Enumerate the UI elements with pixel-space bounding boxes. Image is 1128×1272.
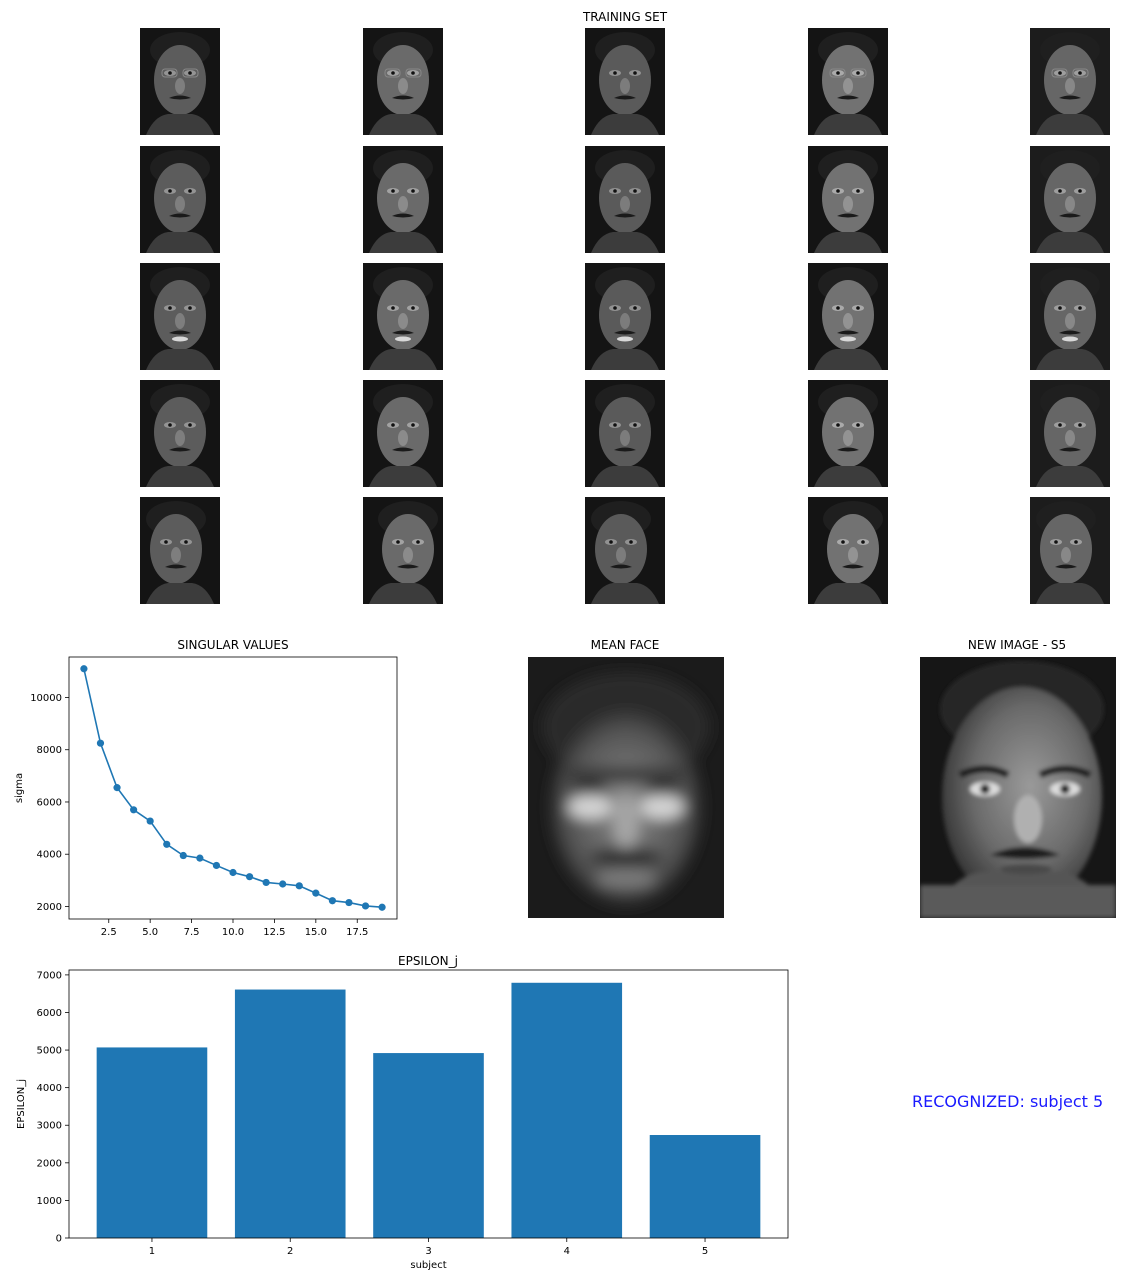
sigma-point: [80, 665, 88, 673]
training-face-image: [585, 263, 665, 370]
training-face-image: [363, 263, 443, 370]
epsilon-bar: [234, 989, 346, 1238]
y-tick-label: 6000: [37, 797, 62, 808]
training-face-image: [140, 28, 220, 135]
x-tick-label: 2.5: [101, 927, 117, 938]
training-face-image: [1030, 28, 1110, 135]
training-face-image: [808, 263, 888, 370]
y-tick-label: 4000: [37, 1083, 62, 1094]
sigma-point: [345, 898, 353, 907]
sigma-point: [130, 806, 138, 814]
x-tick-label: 4: [564, 1246, 570, 1257]
y-tick-label: 5000: [37, 1046, 62, 1057]
y-axis-label: sigma: [14, 773, 25, 803]
training-face-image: [140, 146, 220, 253]
new-image-photo: [920, 657, 1116, 918]
training-face-image: [363, 146, 443, 253]
y-tick-label: 0: [56, 1234, 62, 1245]
sigma-point: [96, 739, 105, 747]
training-face-image: [1030, 146, 1110, 253]
x-tick-label: 1: [149, 1246, 155, 1257]
sigma-point: [378, 903, 386, 911]
training-face-image: [363, 497, 443, 604]
training-face-image: [808, 146, 888, 253]
training-face-image: [1030, 380, 1110, 487]
epsilon-chart: 0 1000 2000 3000 4000 5000 6000 7000 1 2 3 4 5 subjec…: [16, 969, 789, 1270]
training-face-image: [585, 146, 665, 253]
epsilon-bar: [373, 1053, 484, 1238]
y-tick-label: 2000: [37, 902, 62, 913]
sigma-point: [328, 897, 336, 905]
training-face-image: [585, 497, 665, 604]
epsilon-bar: [649, 1135, 761, 1238]
mean-face-image: [528, 657, 724, 918]
sigma-point: [279, 880, 287, 888]
sigma-point: [295, 882, 303, 890]
sigma-point: [179, 851, 187, 860]
sigma-point: [146, 817, 154, 825]
y-tick-label: 8000: [37, 745, 62, 756]
x-tick-label: 7.5: [184, 927, 200, 938]
x-tick-label: 2: [287, 1246, 293, 1257]
y-tick-label: 4000: [37, 850, 62, 861]
sigma-point: [212, 861, 221, 870]
training-face-image: [808, 380, 888, 487]
recognized-result: RECOGNIZED: subject 5: [912, 1092, 1104, 1111]
singular-values-chart: 2000 4000 6000 8000 10000 2.5 5.0 7.5 10.0 12.5 15…: [14, 656, 398, 938]
new-image-title: NEW IMAGE - S5: [967, 638, 1067, 652]
x-tick-label: 17.5: [346, 927, 368, 938]
training-face-image: [140, 263, 220, 370]
training-face-image: [140, 380, 220, 487]
training-face-image: [1030, 497, 1110, 604]
x-tick-label: 3: [425, 1246, 431, 1257]
sigma-point: [229, 868, 237, 877]
y-axis-label: EPSILON_j: [16, 1079, 27, 1129]
sigma-point: [245, 873, 254, 881]
sigma-point: [196, 854, 204, 862]
sigma-point: [262, 878, 270, 887]
x-tick-label: 10.0: [222, 927, 244, 938]
mean-face-title: MEAN FACE: [590, 638, 660, 652]
epsilon-bar: [96, 1047, 208, 1238]
epsilon-bar: [511, 982, 623, 1238]
sigma-point: [163, 840, 171, 848]
training-face-image: [1030, 263, 1110, 370]
sigma-point: [113, 784, 121, 792]
y-tick-label: 6000: [37, 1008, 62, 1019]
training-face-image: [363, 380, 443, 487]
training-face-image: [585, 28, 665, 135]
y-tick-label: 2000: [37, 1158, 62, 1169]
x-tick-label: 15.0: [305, 927, 327, 938]
sigma-point: [361, 902, 370, 910]
x-tick-label: 5.0: [142, 927, 158, 938]
training-face-image: [140, 497, 220, 604]
y-tick-label: 1000: [37, 1196, 62, 1207]
training-set-title: TRAINING SET: [582, 10, 668, 24]
training-face-image: [585, 380, 665, 487]
y-tick-label: 3000: [37, 1121, 62, 1132]
training-face-image: [808, 497, 888, 604]
y-tick-label: 10000: [30, 693, 62, 704]
y-tick-label: 7000: [37, 970, 62, 981]
sigma-point: [312, 889, 320, 897]
epsilon-title: EPSILON_j: [398, 954, 458, 968]
x-axis-label: subject: [410, 1260, 446, 1270]
training-face-image: [808, 28, 888, 135]
training-face-image: [363, 28, 443, 135]
singular-values-title: SINGULAR VALUES: [177, 638, 289, 652]
x-tick-label: 5: [702, 1246, 708, 1257]
x-tick-label: 12.5: [263, 927, 285, 938]
